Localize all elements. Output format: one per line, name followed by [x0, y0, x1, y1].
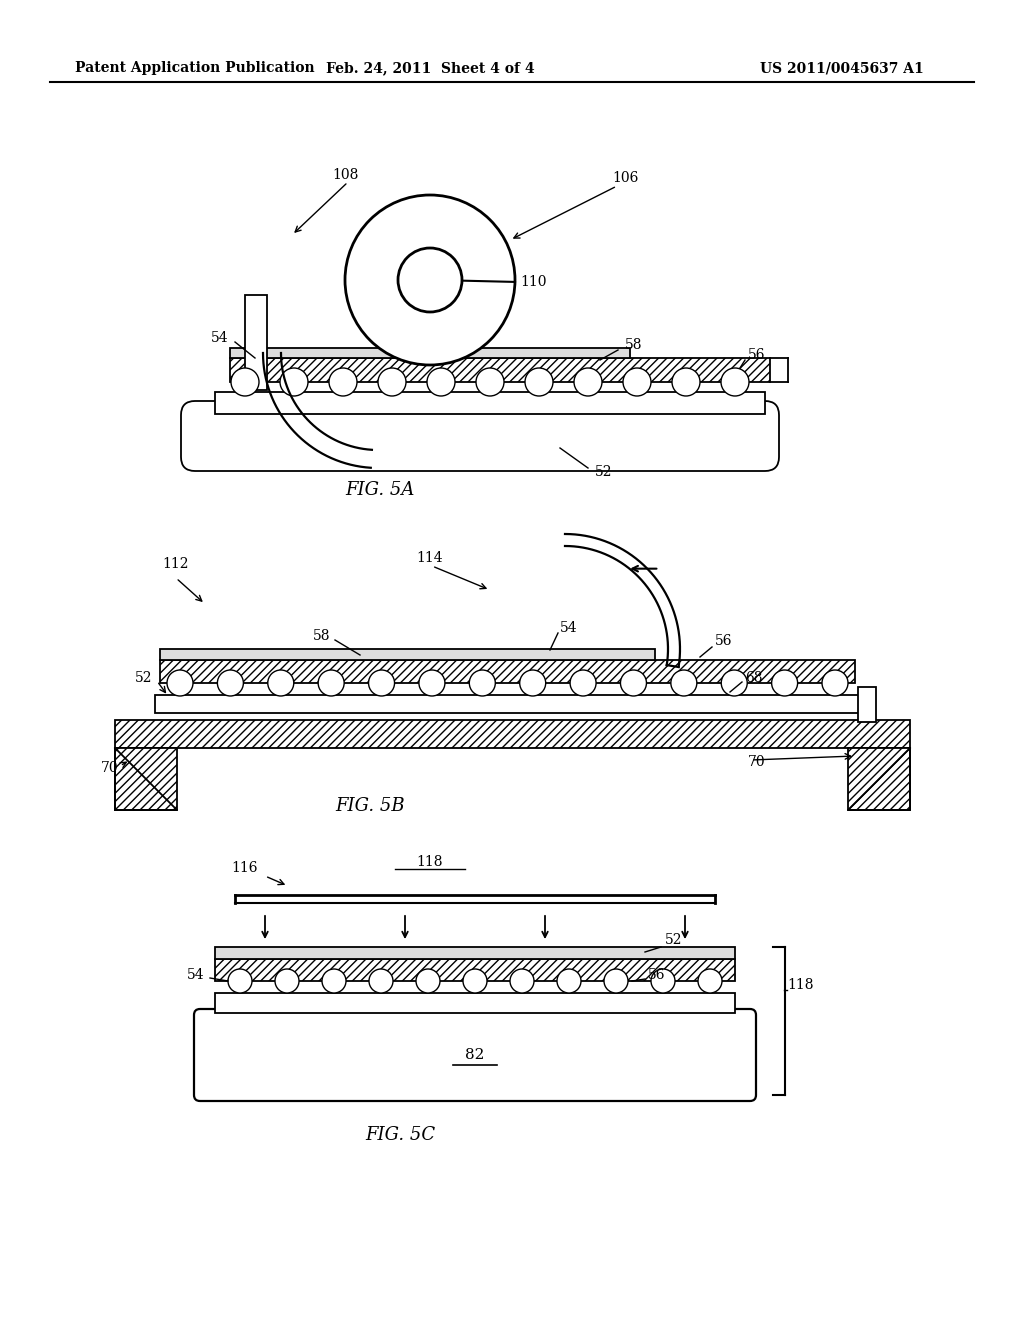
Text: 56: 56: [748, 348, 766, 362]
Circle shape: [672, 368, 700, 396]
Text: 118: 118: [787, 978, 813, 993]
Text: 68: 68: [745, 671, 763, 685]
Circle shape: [520, 671, 546, 696]
Circle shape: [329, 368, 357, 396]
Bar: [215, 392, 765, 414]
FancyBboxPatch shape: [194, 1008, 756, 1101]
Circle shape: [217, 671, 244, 696]
Text: 82: 82: [465, 1048, 484, 1063]
Circle shape: [822, 671, 848, 696]
Circle shape: [275, 969, 299, 993]
Text: 52: 52: [595, 465, 612, 479]
Bar: [215, 993, 735, 1012]
Circle shape: [557, 969, 581, 993]
Text: FIG. 5C: FIG. 5C: [365, 1126, 435, 1144]
Circle shape: [525, 368, 553, 396]
Circle shape: [419, 671, 444, 696]
Bar: [848, 748, 910, 810]
Circle shape: [621, 671, 646, 696]
Text: Feb. 24, 2011  Sheet 4 of 4: Feb. 24, 2011 Sheet 4 of 4: [326, 61, 535, 75]
Text: 52: 52: [134, 671, 152, 685]
Circle shape: [231, 368, 259, 396]
Circle shape: [772, 671, 798, 696]
Circle shape: [280, 368, 308, 396]
Circle shape: [267, 671, 294, 696]
Text: 108: 108: [332, 168, 358, 182]
Circle shape: [651, 969, 675, 993]
Circle shape: [318, 671, 344, 696]
Circle shape: [476, 368, 504, 396]
Bar: [230, 348, 630, 358]
Bar: [858, 686, 876, 722]
Circle shape: [167, 671, 193, 696]
Circle shape: [469, 671, 496, 696]
Text: 70: 70: [100, 762, 118, 775]
Text: 106: 106: [611, 172, 638, 185]
Circle shape: [228, 969, 252, 993]
Circle shape: [427, 368, 455, 396]
Text: 110: 110: [520, 275, 547, 289]
Bar: [160, 660, 855, 682]
Circle shape: [416, 969, 440, 993]
Text: FIG. 5B: FIG. 5B: [335, 797, 404, 814]
Text: 54: 54: [187, 968, 205, 982]
Text: US 2011/0045637 A1: US 2011/0045637 A1: [760, 61, 924, 75]
Bar: [215, 960, 735, 981]
Text: 52: 52: [665, 933, 683, 946]
Text: 54: 54: [560, 620, 578, 635]
Text: 58: 58: [625, 338, 642, 352]
Bar: [215, 946, 735, 960]
Bar: [115, 719, 910, 748]
Text: 56: 56: [715, 634, 732, 648]
Text: 114: 114: [417, 550, 443, 565]
Circle shape: [574, 368, 602, 396]
FancyBboxPatch shape: [181, 401, 779, 471]
Bar: [245, 294, 267, 389]
Text: 116: 116: [231, 861, 258, 875]
Circle shape: [623, 368, 651, 396]
Circle shape: [510, 969, 534, 993]
Circle shape: [721, 671, 748, 696]
Text: 70: 70: [748, 755, 766, 770]
Circle shape: [369, 969, 393, 993]
Bar: [155, 696, 860, 713]
Circle shape: [369, 671, 394, 696]
Text: 118: 118: [417, 855, 443, 869]
Circle shape: [345, 195, 515, 366]
Text: FIG. 5A: FIG. 5A: [345, 480, 415, 499]
Bar: [230, 358, 770, 381]
Circle shape: [463, 969, 487, 993]
Polygon shape: [848, 748, 910, 810]
Circle shape: [604, 969, 628, 993]
Text: 58: 58: [312, 630, 330, 643]
Circle shape: [322, 969, 346, 993]
Bar: [160, 649, 655, 660]
Text: 54: 54: [210, 331, 228, 345]
Circle shape: [721, 368, 749, 396]
Text: Patent Application Publication: Patent Application Publication: [75, 61, 314, 75]
Polygon shape: [115, 748, 177, 810]
Circle shape: [398, 248, 462, 312]
Circle shape: [570, 671, 596, 696]
Text: 112: 112: [162, 557, 188, 572]
Text: 56: 56: [648, 968, 666, 982]
Circle shape: [698, 969, 722, 993]
Circle shape: [671, 671, 697, 696]
Bar: [115, 748, 177, 810]
Circle shape: [378, 368, 406, 396]
